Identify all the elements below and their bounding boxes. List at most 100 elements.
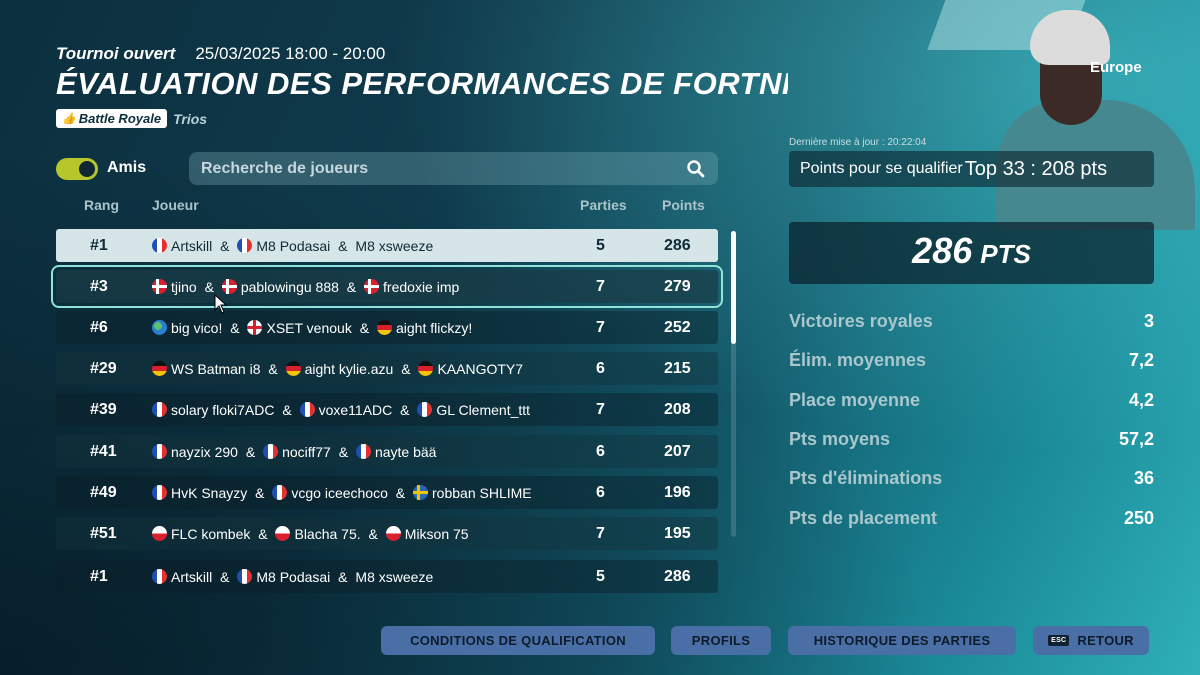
stat-row: Pts moyens 57,2	[789, 429, 1154, 450]
player-separator: &	[264, 360, 282, 377]
flag-fr-icon	[152, 485, 167, 500]
flag-dk-icon	[221, 279, 237, 294]
row-players: nayzix 290 & nociff77 & nayte bää	[152, 444, 436, 460]
search-input[interactable]	[201, 159, 686, 178]
leaderboard-scrollbar[interactable]	[731, 231, 736, 537]
flag-fr-icon	[417, 402, 433, 417]
stat-value: 57,2	[1118, 429, 1154, 449]
player-name: Artskill	[171, 568, 213, 585]
stat-row: Élim. moyennes 7,2	[789, 350, 1154, 371]
player-name: aight flickzy!	[395, 319, 473, 336]
stat-row: Place moyenne 4,2	[789, 390, 1154, 411]
row-rank: #6	[90, 318, 108, 336]
player-name: Blacha 75.	[294, 525, 361, 542]
flag-fr-icon	[299, 402, 315, 417]
flag-de-icon	[285, 361, 301, 376]
battle-royale-badge: 👍 Battle Royale	[56, 109, 168, 128]
search-icon[interactable]	[686, 159, 706, 179]
row-players: Artskill & M8 Podasai & M8 xsweeze	[152, 569, 433, 585]
table-row[interactable]: #41 nayzix 290 & nociff77 & nayte bää 6 207	[56, 435, 718, 468]
button-label: PROFILS	[691, 633, 751, 648]
table-row[interactable]: #1 Artskill & M8 Podasai & M8 xsweeze 5 286	[56, 229, 718, 262]
stat-row: Pts de placement 250	[789, 508, 1154, 529]
flag-fr-icon	[152, 569, 167, 584]
esc-key-icon: ESC	[1048, 635, 1070, 646]
player-name: tjino	[171, 278, 197, 295]
player-name: Mikson 75	[404, 525, 469, 542]
player-name: FLC kombek	[171, 525, 251, 542]
player-name: fredoxie imp	[383, 278, 460, 295]
player-separator: &	[364, 525, 382, 542]
row-rank: #3	[90, 277, 108, 295]
table-row[interactable]: #29 WS Batman i8 & aight kylie.azu & KAAN…	[56, 352, 718, 385]
table-row[interactable]: #1 Artskill & M8 Podasai & M8 xsweeze 5 286	[56, 560, 718, 593]
table-row[interactable]: #49 HvK Snayzy & vcgo iceechoco & robban …	[56, 476, 718, 509]
player-name: aight kylie.azu	[304, 360, 394, 377]
friends-toggle[interactable]	[56, 158, 98, 180]
player-name: M8 xsweeze	[355, 568, 434, 585]
stat-row: Victoires royales 3	[789, 311, 1154, 332]
row-points: 286	[664, 236, 691, 254]
player-separator: &	[391, 484, 410, 501]
match-history-button[interactable]: HISTORIQUE DES PARTIES	[788, 626, 1016, 655]
row-players: FLC kombek & Blacha 75. & Mikson 75	[152, 526, 469, 542]
row-games: 6	[596, 442, 605, 460]
table-row[interactable]: #6 big vico! & XSET venouk & aight flickz…	[56, 311, 718, 344]
stat-row: Pts d'éliminations 36	[789, 468, 1154, 489]
score-unit: PTS	[980, 239, 1031, 269]
row-rank: #51	[90, 524, 117, 542]
row-players: tjino & pablowingu 888 & fredoxie imp	[152, 279, 459, 295]
player-name: Artskill	[171, 237, 213, 254]
scrollbar-thumb[interactable]	[731, 231, 736, 344]
player-search[interactable]	[189, 152, 718, 185]
toggle-knob	[79, 161, 95, 177]
qualify-label: Points pour se qualifier	[800, 160, 963, 177]
stat-label: Élim. moyennes	[789, 350, 927, 370]
row-rank: #29	[90, 359, 117, 377]
flag-pl-icon	[152, 526, 167, 541]
player-name: M8 Podasai	[256, 568, 331, 585]
flag-fr-icon	[152, 444, 167, 459]
row-points: 207	[664, 442, 691, 460]
player-separator: &	[397, 360, 415, 377]
player-name: nayzix 290	[171, 443, 238, 460]
player-separator: &	[278, 401, 296, 418]
player-separator: &	[334, 568, 352, 585]
button-label: CONDITIONS DE QUALIFICATION	[410, 633, 626, 648]
character-hair	[1030, 10, 1110, 65]
column-games: Parties	[580, 197, 627, 213]
row-points: 252	[664, 318, 691, 336]
stat-label: Pts d'éliminations	[789, 468, 943, 488]
table-row[interactable]: #51 FLC kombek & Blacha 75. & Mikson 75 7 1…	[56, 517, 718, 550]
player-separator: &	[241, 443, 260, 460]
player-name: nociff77	[282, 443, 331, 460]
qualification-conditions-button[interactable]: CONDITIONS DE QUALIFICATION	[381, 626, 655, 655]
profiles-button[interactable]: PROFILS	[671, 626, 771, 655]
flag-fr-icon	[272, 485, 288, 500]
row-games: 5	[596, 567, 605, 585]
column-rank: Rang	[84, 197, 119, 213]
stat-value: 250	[1123, 508, 1154, 528]
player-name: nayte bää	[374, 443, 437, 460]
flag-world-icon	[152, 320, 167, 335]
button-label: HISTORIQUE DES PARTIES	[813, 633, 991, 648]
row-games: 7	[596, 318, 605, 336]
row-rank: #1	[90, 567, 108, 585]
table-row[interactable]: #39 solary floki7ADC & voxe11ADC & GL Cle…	[56, 393, 718, 426]
stat-label: Victoires royales	[789, 311, 933, 331]
flag-fr-icon	[237, 569, 253, 584]
player-name: solary floki7ADC	[171, 401, 275, 418]
table-row[interactable]: #3 tjino & pablowingu 888 & fredoxie imp 7…	[51, 265, 723, 308]
qualify-value: Top 33 : 208 pts	[964, 157, 1108, 180]
row-points: 196	[664, 483, 691, 501]
badge-label: Battle Royale	[78, 111, 162, 126]
tournament-datetime: 25/03/2025 18:00 - 20:00	[195, 44, 386, 63]
qualification-points: Points pour se qualifier Top 33 : 208 pt…	[789, 151, 1154, 187]
stat-value: 4,2	[1128, 390, 1154, 410]
flag-fr-icon	[237, 238, 253, 253]
mode-badges: 👍 Battle Royale Trios	[56, 109, 207, 128]
flag-fr-icon	[355, 444, 371, 459]
back-button[interactable]: ESC RETOUR	[1033, 626, 1149, 655]
row-points: 195	[664, 524, 691, 542]
row-rank: #41	[90, 442, 117, 460]
